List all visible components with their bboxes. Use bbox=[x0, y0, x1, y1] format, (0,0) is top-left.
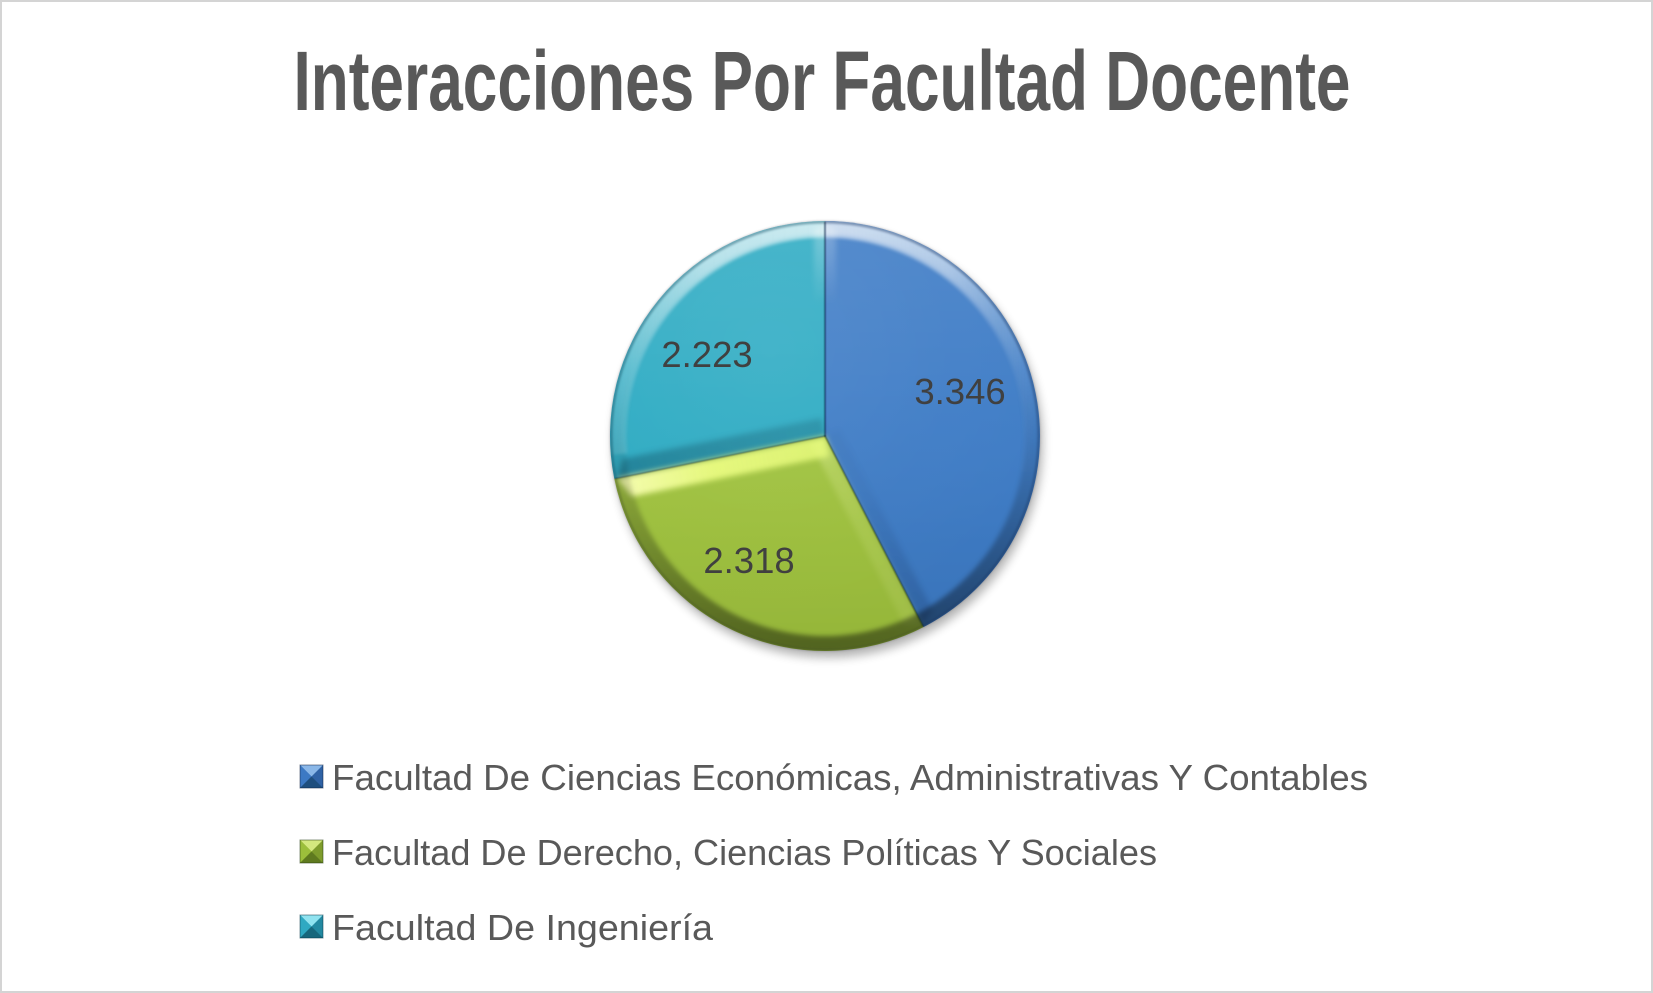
svg-text:Facultad De Ingeniería: Facultad De Ingeniería bbox=[332, 907, 714, 948]
svg-text:Interacciones Por Facultad Doc: Interacciones Por Facultad Docente bbox=[294, 34, 1351, 128]
svg-text:2.318: 2.318 bbox=[703, 540, 794, 581]
svg-text:Facultad De Derecho, Ciencias: Facultad De Derecho, Ciencias Políticas … bbox=[332, 832, 1157, 873]
svg-text:2.223: 2.223 bbox=[661, 334, 752, 375]
svg-text:3.346: 3.346 bbox=[914, 371, 1005, 412]
svg-text:Facultad De Ciencias Económica: Facultad De Ciencias Económicas, Adminis… bbox=[332, 757, 1368, 798]
